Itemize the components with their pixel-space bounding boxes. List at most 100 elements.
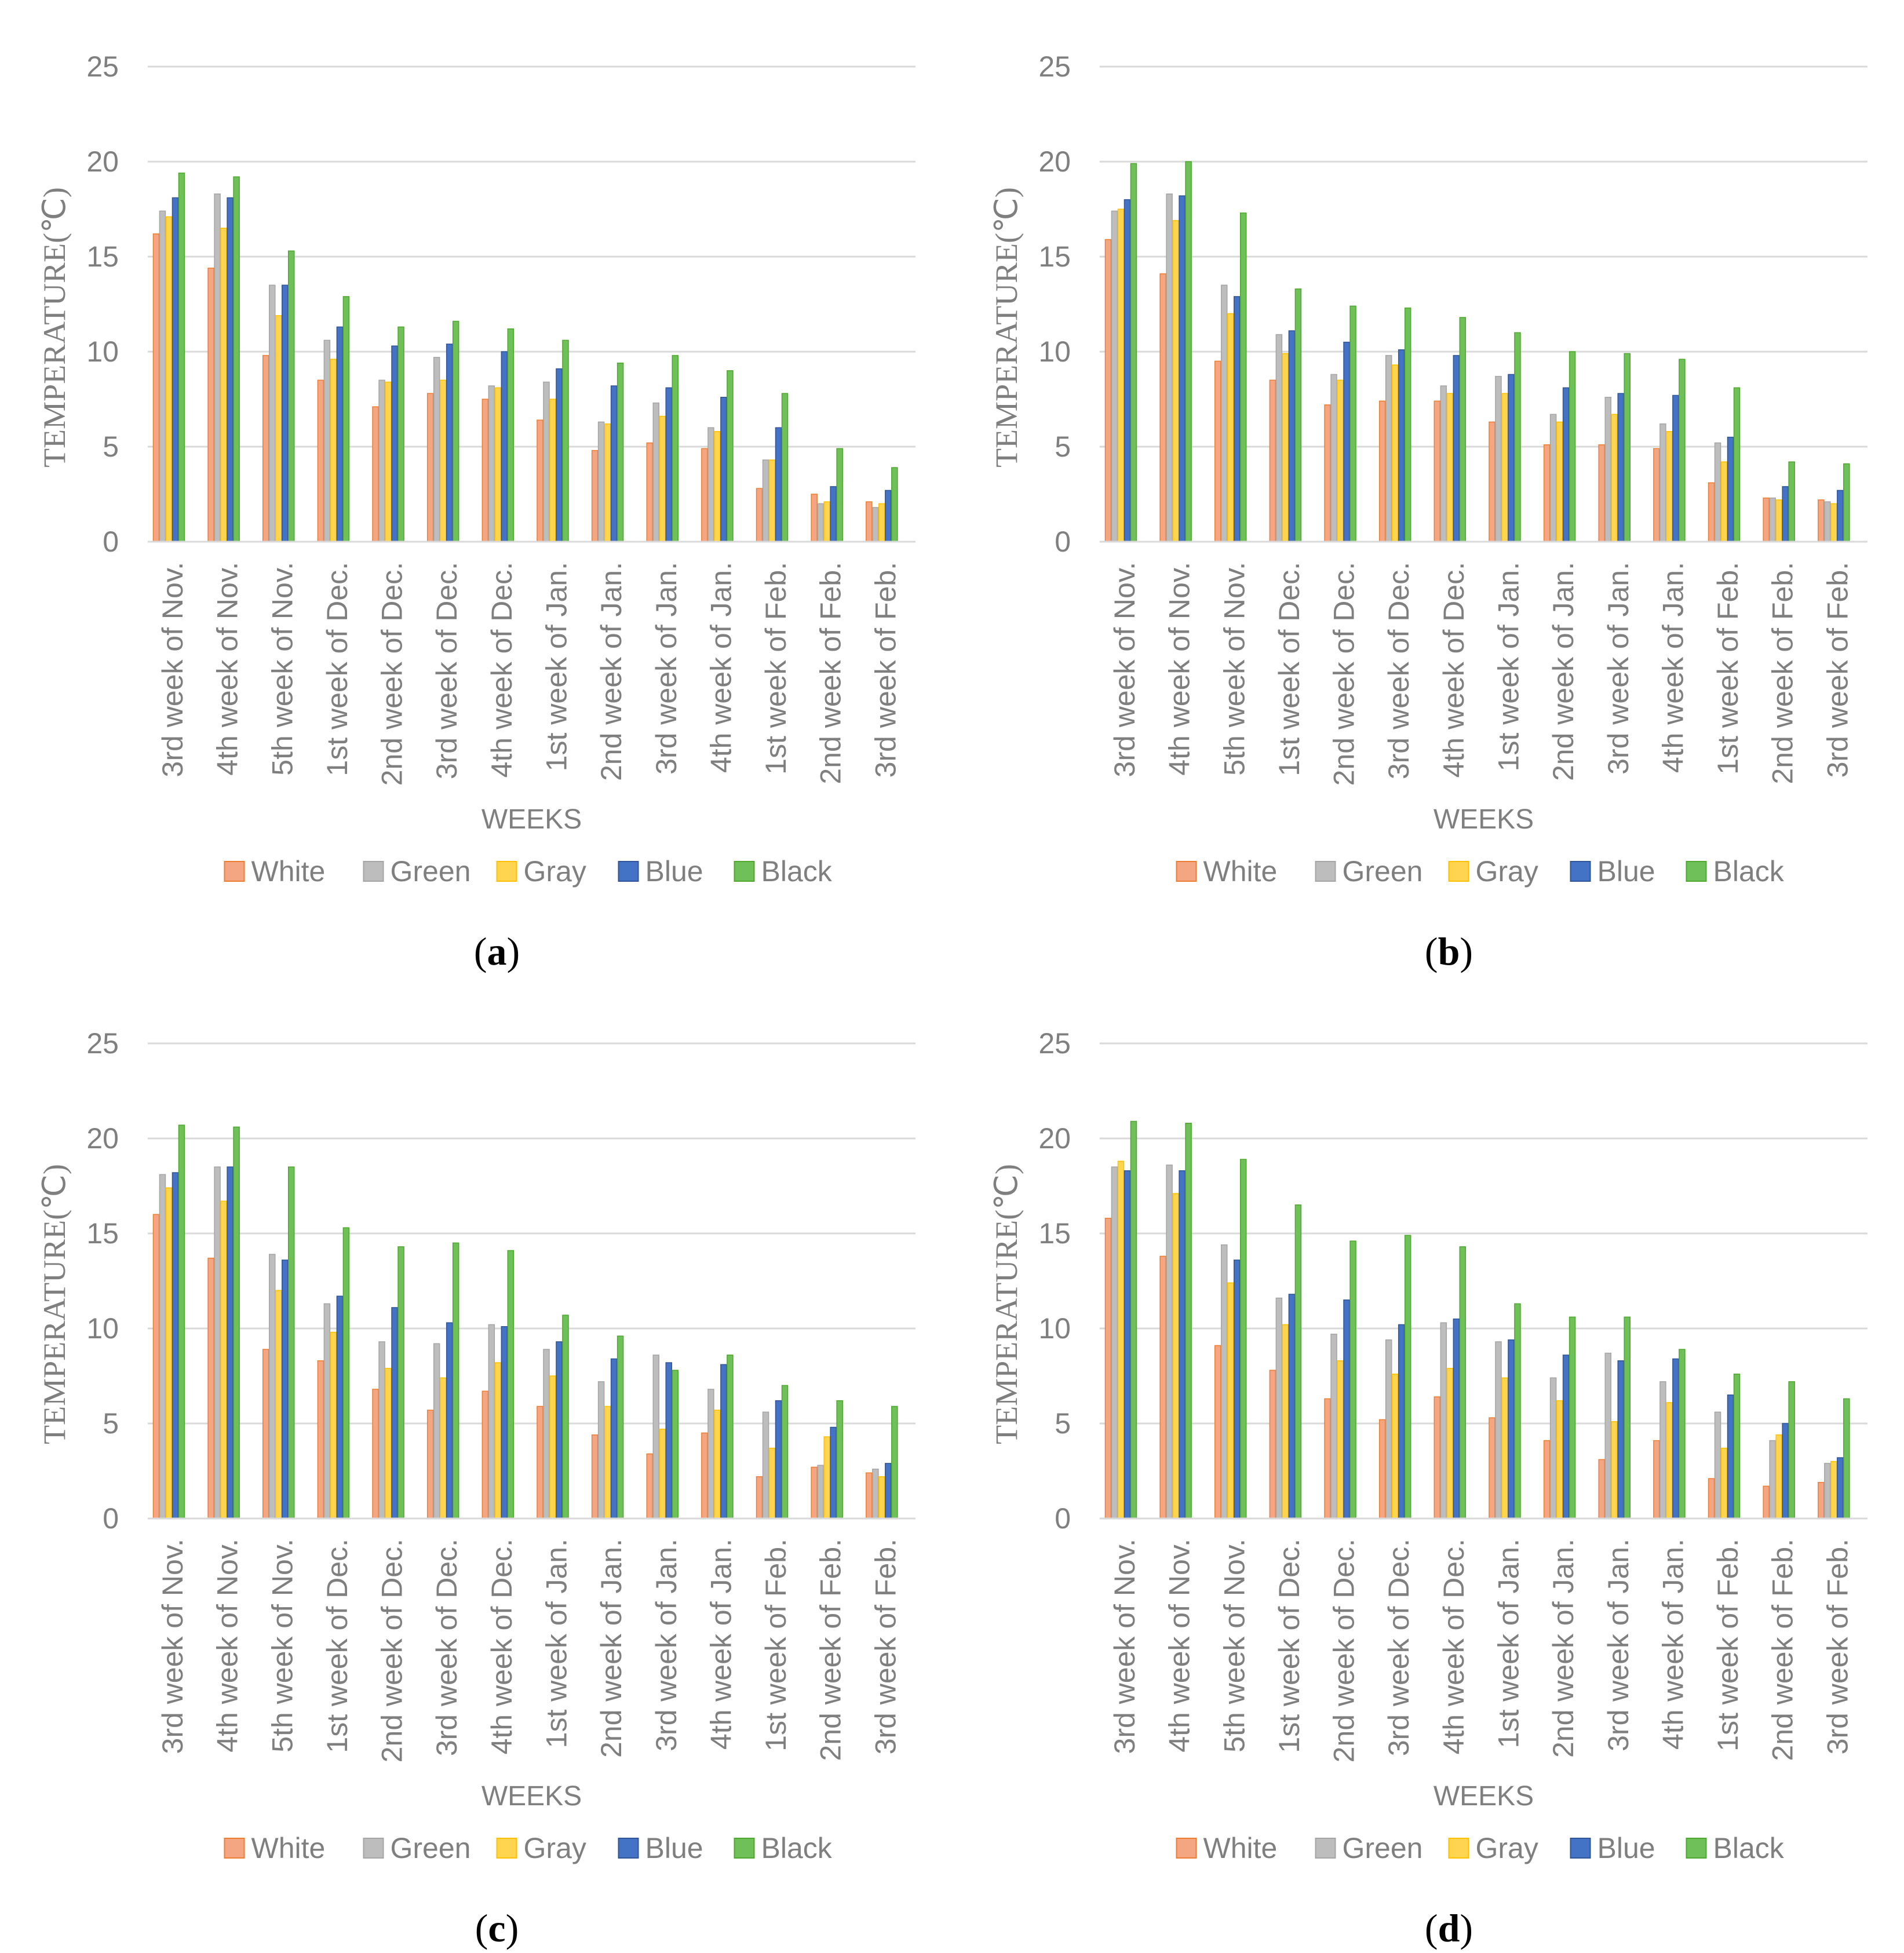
x-tick-label: 3rd week of Jan. [650, 1539, 683, 1751]
x-axis-title: WEEKS [1434, 1781, 1534, 1812]
bar-blue [720, 1364, 727, 1519]
bar-gray [1391, 364, 1399, 542]
bar-white [482, 1390, 489, 1519]
bar-white [207, 267, 214, 542]
legend-swatch [363, 1838, 384, 1859]
bar-white [1269, 379, 1276, 542]
bar-white [537, 1406, 544, 1519]
bar-blue [1453, 355, 1460, 542]
bar-white [426, 1410, 434, 1519]
bar-blue [1617, 1360, 1624, 1519]
bar-green [269, 1254, 276, 1519]
bar-white [1598, 444, 1605, 542]
bar-gray [1775, 1434, 1782, 1519]
legend-item-white: White [1176, 1832, 1277, 1864]
bar-blue [1234, 1260, 1241, 1519]
bar-gray [1117, 209, 1125, 542]
bar-black [1349, 1240, 1356, 1519]
bar-green [378, 1341, 385, 1519]
legend-item-black: Black [1686, 855, 1785, 888]
bar-white [1598, 1459, 1605, 1519]
bar-white [866, 1472, 873, 1519]
y-tick-label: 20 [1038, 145, 1071, 178]
bar-blue [556, 1341, 563, 1519]
bar-blue [1124, 1170, 1131, 1519]
bar-blue [775, 427, 782, 542]
bar-green [762, 1411, 769, 1519]
chart-svg: 0 5 10 15 20 25 3rd week of Nov. 4th week of No… [989, 50, 1867, 973]
x-tick-label: 3rd week of Dec. [1383, 562, 1415, 779]
x-tick-label: 3rd week of Jan. [1602, 1539, 1635, 1751]
bar-green [1221, 1244, 1228, 1519]
bar-white [317, 1360, 324, 1519]
x-tick-label: 4th week of Dec. [486, 562, 518, 777]
y-tick-label: 25 [1038, 50, 1071, 83]
bar-black [1404, 307, 1411, 542]
bar-blue [1288, 330, 1296, 542]
legend-label: White [1203, 855, 1278, 888]
bar-gray [1282, 1324, 1289, 1519]
x-tick-label: 4th week of Nov. [211, 562, 244, 776]
bar-green [1330, 1334, 1337, 1519]
bar-blue [1672, 395, 1679, 542]
y-tick-label: 25 [1038, 1027, 1071, 1060]
bar-gray [439, 379, 447, 542]
bar-white [1104, 1218, 1112, 1519]
bar-green [1824, 501, 1831, 542]
x-tick-label: 3rd week of Jan. [1602, 562, 1635, 775]
bar-blue [1453, 1318, 1460, 1519]
bar-gray [549, 1375, 556, 1519]
legend-label: Black [1713, 1832, 1785, 1864]
bar-white [1653, 1440, 1660, 1519]
bar-gray [1830, 1461, 1837, 1519]
bar-white [1708, 482, 1715, 542]
bar-black [617, 1335, 624, 1519]
bar-green [323, 340, 331, 542]
legend-label: Green [391, 1832, 471, 1864]
bar-white [1763, 1485, 1770, 1519]
bar-black [781, 393, 789, 542]
bar-green [1111, 210, 1118, 542]
legend-swatch [1686, 861, 1707, 882]
bar-gray [1720, 1447, 1728, 1519]
chart-panel-b: 0 5 10 15 20 25 3rd week of Nov. 4th week of No… [952, 0, 1904, 976]
bar-black [727, 1355, 734, 1519]
x-tick-label: 5th week of Nov. [1218, 1539, 1250, 1753]
bar-black [1240, 212, 1247, 542]
bar-white [1214, 1345, 1221, 1519]
bar-blue [665, 1362, 672, 1519]
panel-letter: a [487, 929, 507, 973]
x-tick-label: 1st week of Feb. [760, 562, 792, 775]
x-tick-label: 1st week of Dec. [1273, 562, 1305, 776]
y-axis-title: TEMPERATURE(℃) [37, 1164, 72, 1444]
bar-gray [659, 1429, 666, 1519]
x-tick-label: 3rd week of Dec. [1383, 1539, 1415, 1756]
chart-svg: 0 5 10 15 20 25 3rd week of Nov. 4th week of No… [989, 1027, 1867, 1950]
legend-label: Green [1343, 1832, 1423, 1864]
panel-label: (d) [1425, 1906, 1473, 1950]
bar-green [1166, 1165, 1173, 1519]
bar-blue [1782, 1423, 1789, 1519]
bar-gray [1172, 1193, 1179, 1519]
legend-swatch [224, 1838, 245, 1859]
bar-green [543, 381, 550, 542]
bar-gray [330, 359, 337, 542]
bar-white [372, 1389, 379, 1519]
bar-black [507, 1250, 515, 1519]
bar-blue [1508, 374, 1515, 542]
panel-label: (b) [1425, 929, 1473, 973]
bar-green [488, 1324, 495, 1519]
bar-white [1653, 448, 1660, 542]
legend-swatch [734, 861, 755, 882]
x-tick-label: 4th week of Nov. [211, 1539, 244, 1753]
x-tick-label: 4th week of Nov. [1163, 562, 1196, 776]
bar-black [836, 1400, 843, 1519]
bar-green [1275, 334, 1283, 542]
bar-green [1221, 284, 1228, 542]
bar-green [1549, 1377, 1557, 1519]
bar-green [707, 1389, 714, 1519]
legend-label: Gray [524, 1832, 586, 1864]
bar-black [452, 1242, 459, 1519]
panel-letter: b [1438, 929, 1460, 973]
bar-white [1543, 1440, 1551, 1519]
